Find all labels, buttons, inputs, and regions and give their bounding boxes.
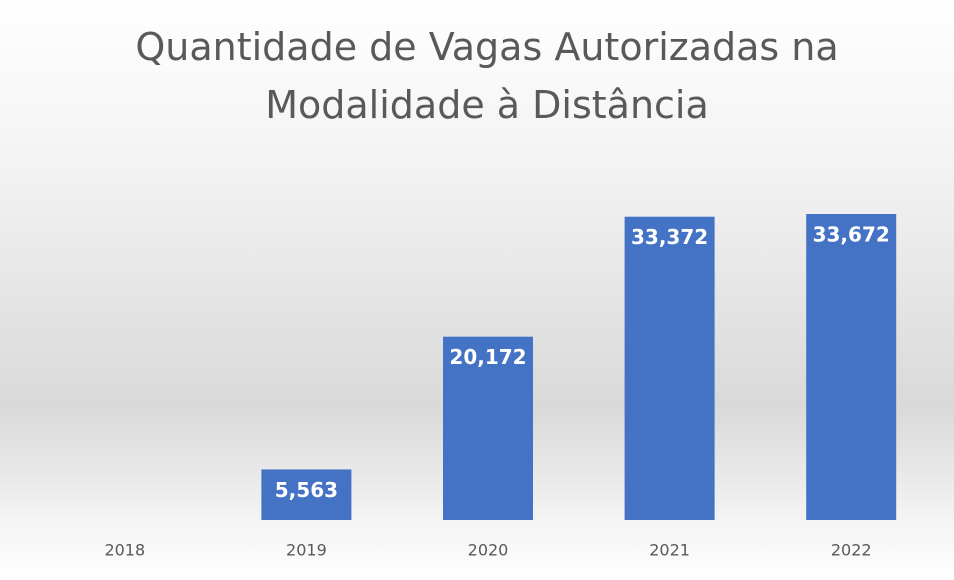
data-label: 5,563 <box>275 478 338 502</box>
x-tick-label: 2022 <box>831 541 872 560</box>
bar <box>261 469 352 520</box>
x-tick-label: 2019 <box>286 541 327 560</box>
bar <box>443 336 533 520</box>
x-tick-label: 2018 <box>104 541 145 560</box>
x-tick-label: 2020 <box>468 541 509 560</box>
bar <box>806 214 897 520</box>
chart-title: Quantidade de Vagas Autorizadas na Modal… <box>135 25 839 127</box>
bar <box>624 216 715 521</box>
data-label: 33,672 <box>813 223 890 247</box>
x-tick-label: 2021 <box>649 541 690 560</box>
data-label: 20,172 <box>449 345 526 369</box>
data-label: 33,372 <box>631 225 708 249</box>
